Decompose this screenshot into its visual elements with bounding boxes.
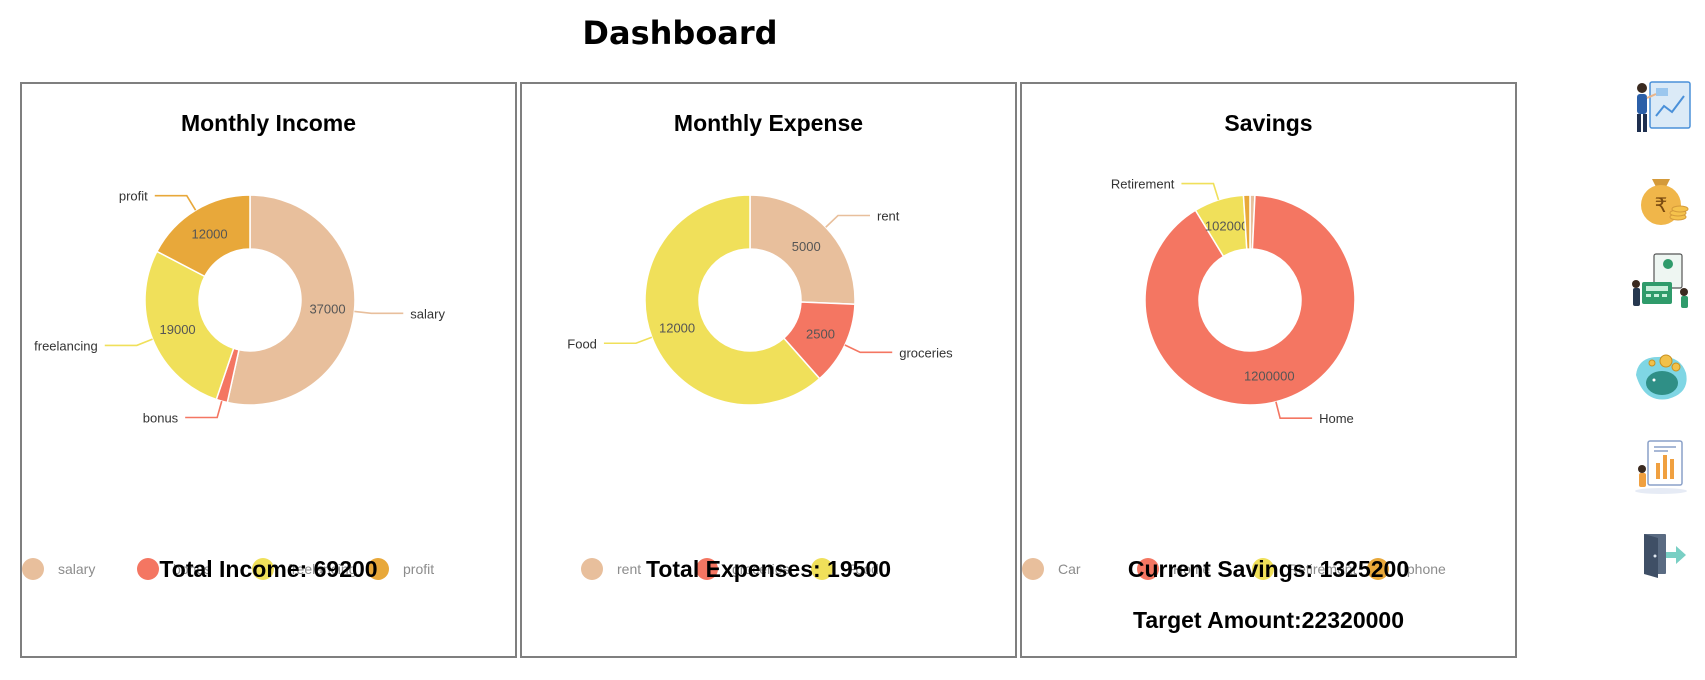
sidebar-item-expense[interactable]: [1628, 248, 1694, 314]
page-title: Dashboard: [582, 14, 778, 52]
legend-swatch: [252, 558, 274, 580]
monthly-expense-slice-rent[interactable]: [749, 194, 856, 306]
monthly-expense-outer-label-rent: rent: [877, 208, 900, 223]
monthly-income-legend-item-profit[interactable]: profit: [367, 554, 434, 584]
savings-outer-label-home: Home: [1319, 411, 1354, 426]
svg-text:₹: ₹: [1655, 193, 1668, 217]
current-savings-label: Current Savings: 1325200: [1127, 556, 1410, 582]
monthly-income-legend-item-freelancing[interactable]: freelancing: [252, 554, 357, 584]
legend-swatch: [1137, 558, 1159, 580]
monthly-income-slice-profit[interactable]: [155, 194, 251, 278]
logout-door-icon: [1644, 534, 1686, 578]
sidebar-item-savings[interactable]: [1628, 345, 1694, 411]
legend-swatch: [22, 558, 44, 580]
monthly-income-leader-line-profit: [154, 194, 197, 211]
monthly-expense-legend-item-food[interactable]: Food: [811, 554, 879, 584]
sidebar-item-dashboard[interactable]: [1628, 74, 1694, 140]
legend-swatch: [1367, 558, 1389, 580]
savings-leader-line-retirement: [1181, 182, 1220, 201]
monthly-expense-data-label-groceries: 2500: [806, 326, 835, 341]
sidebar-item-reports[interactable]: [1628, 433, 1694, 499]
legend-swatch: [1252, 558, 1274, 580]
legend-label: Home: [1173, 561, 1211, 577]
monthly-expense-data-label-food: 12000: [659, 321, 695, 336]
sidebar-item-logout[interactable]: [1628, 522, 1694, 588]
savings-data-label-retirement: 102000: [1205, 219, 1248, 234]
savings-legend-item-iphone[interactable]: Iphone: [1367, 554, 1446, 584]
legend-swatch: [367, 558, 389, 580]
savings-leader-line-home: [1275, 401, 1313, 420]
sidebar-item-income[interactable]: ₹: [1628, 165, 1694, 231]
legend-label: Food: [847, 561, 879, 577]
monthly-income-outer-label-bonus: bonus: [143, 411, 179, 426]
savings-slice-home[interactable]: [1144, 194, 1356, 406]
target-amount-label: Target Amount:22320000: [1133, 607, 1404, 633]
monthly-income-data-label-freelancing: 19000: [160, 322, 196, 337]
monthly-income-legend-item-bonus[interactable]: bonus: [137, 554, 211, 584]
savings-data-label-home: 1200000: [1244, 369, 1295, 384]
total-expenses-label: Total Expenses: 19500: [645, 556, 892, 582]
monthly-income-leader-line-freelancing: [104, 338, 153, 347]
monthly-income-outer-label-profit: profit: [119, 189, 148, 204]
savings-legend: Car Home Retirement Iphone: [1022, 554, 1515, 584]
monthly-income-leader-line-bonus: [185, 400, 223, 419]
expense-legend: rent groceries Food: [522, 554, 1015, 584]
monthly-income-legend-item-salary[interactable]: salary: [22, 554, 95, 584]
savings-legend-item-retirement[interactable]: Retirement: [1252, 554, 1356, 584]
monthly-expense-outer-label-food: Food: [567, 336, 597, 351]
monthly-income-slice-freelancing[interactable]: [144, 250, 235, 401]
income-chart-title: Monthly Income: [180, 110, 357, 136]
savings-legend-item-home[interactable]: Home: [1137, 554, 1210, 584]
legend-swatch: [137, 558, 159, 580]
savings-slice-iphone[interactable]: [1242, 194, 1251, 250]
legend-label: profit: [403, 561, 435, 577]
monthly-expense-data-label-rent: 5000: [792, 239, 821, 254]
income-doughnut-chart: 37000 salary bonus 19000 freelancing 12000 pro…: [34, 189, 445, 426]
legend-label: Car: [1058, 561, 1081, 577]
legend-swatch: [1022, 558, 1044, 580]
legend-swatch: [581, 558, 603, 580]
monthly-expense-leader-line-groceries: [844, 344, 893, 354]
monthly-expense-slice-food[interactable]: [644, 194, 821, 406]
money-bag-rupee-icon: ₹: [1641, 179, 1689, 225]
savings-outer-label-retirement: Retirement: [1111, 177, 1175, 192]
legend-label: salary: [58, 561, 96, 577]
monthly-income-data-label-salary: 37000: [309, 301, 345, 316]
savings-chart-title: Savings: [1224, 110, 1313, 136]
monthly-income-outer-label-freelancing: freelancing: [34, 338, 98, 353]
monthly-income-data-label-profit: 12000: [191, 226, 227, 241]
monthly-expense-leader-line-food: [603, 336, 653, 345]
legend-label: Iphone: [1403, 561, 1446, 577]
savings-doughnut-chart: 1200000 Home 102000 Retirement: [1111, 177, 1356, 426]
savings-panel: Savings 1200000 Home 102000 Retirement Car H…: [1020, 82, 1517, 658]
legend-label: groceries: [732, 561, 790, 577]
legend-label: rent: [617, 561, 642, 577]
monthly-expense-legend-item-rent[interactable]: rent: [581, 554, 641, 584]
income-panel: Monthly Income 37000 salary bonus 19000 free…: [20, 82, 517, 658]
legend-label: Retirement: [1288, 561, 1357, 577]
legend-label: freelancing: [288, 561, 357, 577]
report-chart-icon: [1635, 440, 1687, 494]
expense-calculator-icon: [1632, 253, 1688, 308]
monthly-income-leader-line-salary: [354, 310, 404, 315]
monthly-expense-outer-label-groceries: groceries: [899, 345, 953, 360]
legend-swatch: [811, 558, 833, 580]
income-legend: salary bonus freelancing profit: [22, 554, 515, 584]
savings-legend-item-car[interactable]: Car: [1022, 554, 1081, 584]
expense-chart-title: Monthly Expense: [673, 110, 864, 136]
monthly-income-outer-label-salary: salary: [410, 306, 445, 321]
monthly-expense-leader-line-rent: [825, 214, 870, 228]
expense-doughnut-chart: 5000 rent 2500 groceries 12000 Food: [567, 194, 953, 406]
piggy-bank-savings-icon: [1636, 354, 1687, 400]
monthly-income-slice-salary[interactable]: [226, 194, 356, 406]
sidebar-nav: ₹: [1620, 70, 1700, 650]
legend-label: bonus: [173, 561, 212, 577]
dashboard-presentation-icon: [1637, 81, 1691, 132]
total-income-label: Total Income: 69200: [159, 556, 378, 582]
expense-panel: Monthly Expense 5000 rent 2500 groceries 120…: [520, 82, 1017, 658]
monthly-expense-legend-item-groceries[interactable]: groceries: [696, 554, 790, 584]
legend-swatch: [696, 558, 718, 580]
